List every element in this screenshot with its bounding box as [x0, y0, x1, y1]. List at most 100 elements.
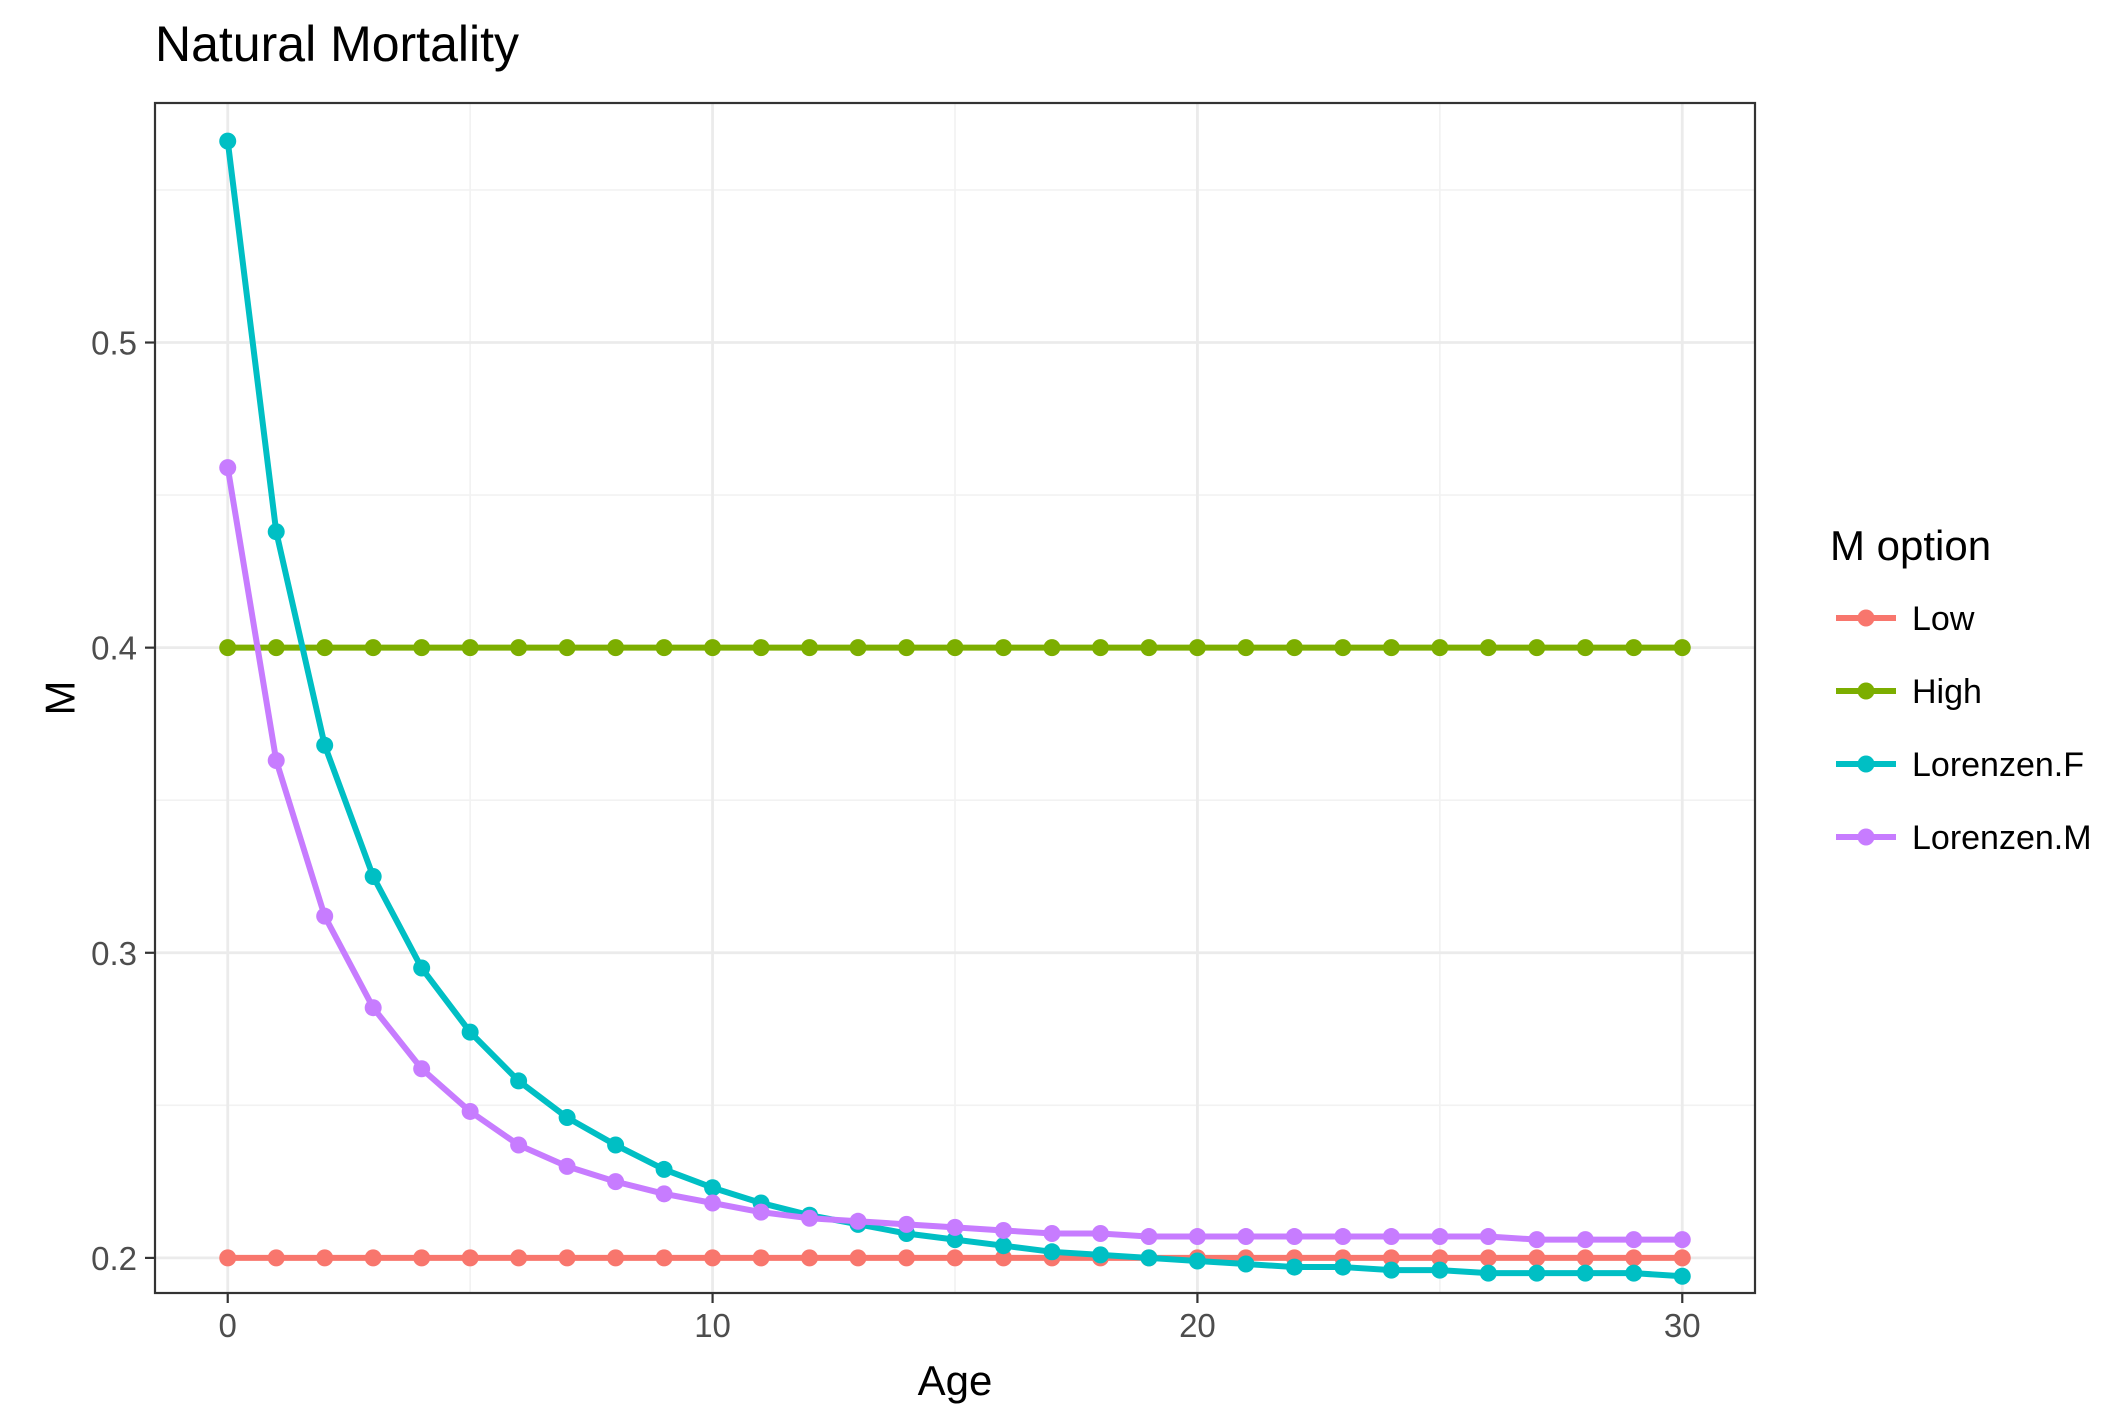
data-point: [461, 1023, 479, 1041]
data-point: [704, 1249, 722, 1267]
data-point: [801, 1249, 819, 1267]
data-point: [994, 1249, 1012, 1267]
data-point: [1576, 1249, 1594, 1267]
data-point: [1237, 1255, 1255, 1273]
data-point: [364, 868, 382, 885]
data-point: [1334, 1258, 1352, 1276]
x-tick-label: 10: [694, 1307, 731, 1344]
data-point: [801, 1209, 819, 1227]
data-point: [1043, 1243, 1061, 1261]
x-axis-title: Age: [918, 1357, 993, 1404]
data-point: [413, 1060, 431, 1078]
data-point: [898, 1249, 916, 1267]
data-point: [1382, 1249, 1400, 1267]
legend-label: Lorenzen.M: [1912, 819, 2092, 857]
legend-key-point: [1857, 609, 1875, 627]
data-point: [219, 132, 237, 150]
data-point: [1431, 1228, 1449, 1246]
data-point: [1528, 639, 1546, 657]
data-point: [364, 639, 382, 657]
data-point: [316, 736, 334, 754]
legend-item: Lorenzen.F: [1836, 746, 2084, 784]
data-point: [1576, 639, 1594, 657]
data-point: [1043, 639, 1061, 657]
data-point: [1285, 639, 1303, 657]
data-point: [1431, 1261, 1449, 1279]
data-point: [1091, 639, 1109, 657]
data-point: [461, 1249, 479, 1267]
data-point: [510, 1136, 528, 1154]
data-point: [558, 1249, 576, 1267]
data-point: [267, 639, 285, 657]
data-point: [1237, 639, 1255, 657]
x-tick-label: 0: [219, 1307, 237, 1344]
data-point: [704, 1194, 722, 1212]
data-point: [1140, 1249, 1158, 1267]
data-point: [219, 459, 237, 477]
data-point: [946, 1249, 964, 1267]
data-point: [801, 639, 819, 657]
data-point: [1140, 639, 1158, 657]
data-point: [267, 752, 285, 770]
data-point: [1528, 1231, 1546, 1249]
data-point: [849, 1249, 867, 1267]
data-point: [1334, 639, 1352, 657]
data-point: [267, 1249, 285, 1267]
data-point: [607, 1173, 625, 1191]
chart-title: Natural Mortality: [155, 16, 519, 72]
data-point: [413, 1249, 431, 1267]
series-lorenzen-m: [219, 459, 1691, 1249]
data-point: [752, 639, 770, 657]
series-high: [219, 639, 1691, 657]
data-point: [1382, 639, 1400, 657]
data-point: [1188, 1252, 1206, 1270]
y-tick-label: 0.2: [91, 1240, 137, 1277]
data-point: [1188, 639, 1206, 657]
data-point: [655, 1249, 673, 1267]
data-point: [1431, 639, 1449, 657]
data-point: [558, 639, 576, 657]
data-point: [994, 1221, 1012, 1239]
legend-label: Low: [1912, 600, 1975, 638]
data-point: [461, 1102, 479, 1120]
data-point: [994, 1237, 1012, 1255]
y-tick-label: 0.5: [91, 325, 137, 362]
data-point: [1382, 1261, 1400, 1279]
data-point: [1285, 1228, 1303, 1246]
data-point: [558, 1109, 576, 1127]
data-point: [510, 1072, 528, 1090]
data-point: [704, 1179, 722, 1197]
data-point: [461, 639, 479, 657]
data-point: [1673, 1249, 1691, 1267]
data-point: [655, 1185, 673, 1203]
data-point: [267, 523, 285, 541]
data-point: [510, 639, 528, 657]
data-point: [1479, 1249, 1497, 1267]
data-point: [558, 1157, 576, 1175]
data-point: [1625, 1264, 1643, 1282]
legend-label: Lorenzen.F: [1912, 746, 2084, 784]
legend-key-point: [1857, 682, 1875, 700]
data-point: [752, 1203, 770, 1221]
data-point: [1479, 639, 1497, 657]
data-point: [219, 1249, 237, 1267]
data-point: [1043, 1225, 1061, 1242]
data-point: [1576, 1264, 1594, 1282]
data-point: [607, 1249, 625, 1267]
data-point: [1091, 1225, 1109, 1242]
data-point: [1091, 1246, 1109, 1264]
data-point: [849, 639, 867, 657]
y-axis-title: M: [37, 681, 84, 716]
legend-label: High: [1912, 673, 1982, 711]
data-point: [849, 1212, 867, 1230]
grid-minor: [155, 103, 1755, 1293]
data-point: [946, 1218, 964, 1236]
data-point: [364, 1249, 382, 1267]
data-point: [704, 639, 722, 657]
legend-item: High: [1836, 673, 1982, 711]
legend-key-point: [1857, 755, 1875, 773]
data-point: [219, 639, 237, 657]
data-point: [1673, 1231, 1691, 1249]
data-point: [1237, 1228, 1255, 1246]
